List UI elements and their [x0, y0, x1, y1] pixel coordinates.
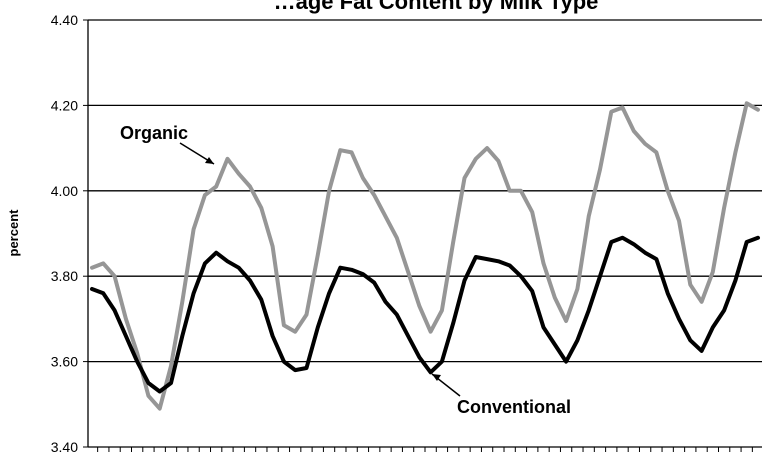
- y-tick-label: 4.00: [51, 183, 78, 199]
- y-tick-label: 3.60: [51, 354, 78, 370]
- annotation-label-conventional: Conventional: [457, 397, 571, 417]
- annotation-arrowhead-organic: [205, 157, 214, 164]
- y-tick-label: 4.40: [51, 12, 78, 28]
- y-tick-label: 3.80: [51, 268, 78, 284]
- y-axis-label: percent: [6, 209, 21, 257]
- y-tick-label: 3.40: [51, 439, 78, 454]
- annotation-label-organic: Organic: [120, 123, 188, 143]
- series-lines: [92, 103, 758, 408]
- chart-title: …age Fat Content by Milk Type: [274, 0, 599, 14]
- y-tick-label: 4.20: [51, 97, 78, 113]
